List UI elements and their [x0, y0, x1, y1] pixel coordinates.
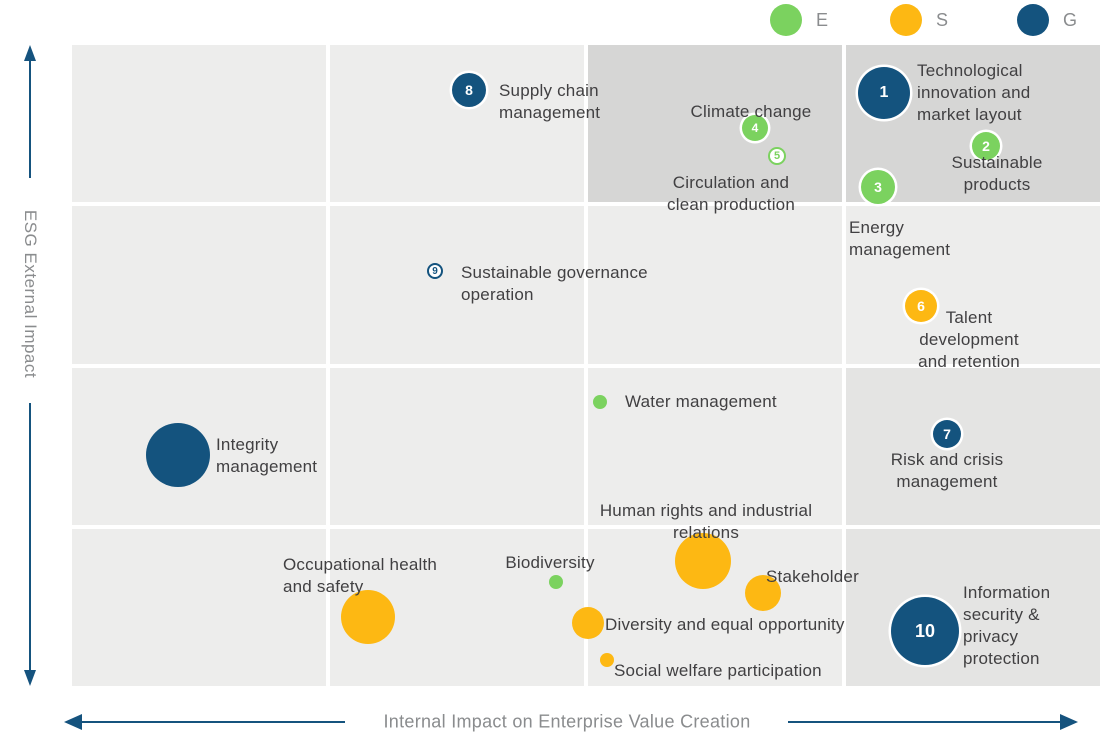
label-social-welfare-participation: Social welfare participation [614, 661, 822, 680]
label-occupational-health-and-safety: Occupational health and safety [283, 555, 438, 596]
label-human-rights-and-industrial-relations: Human rights and industrial relations [599, 501, 813, 542]
bubble-social-welfare-participation [600, 653, 614, 667]
bubble-climate-change: 4 [742, 115, 768, 141]
bubble-sustainable-products: 2 [972, 132, 1000, 160]
legend-dot-s-icon [890, 4, 922, 36]
legend-item-e: E [770, 4, 829, 36]
bubble-biodiversity [549, 575, 563, 589]
legend-item-s: S [890, 4, 949, 36]
label-integrity-management: Integrity management [216, 435, 318, 476]
label-energy-management: Energy management [849, 218, 951, 259]
label-information-security-privacy-protection: Information security & privacy protectio… [963, 583, 1051, 668]
grid-cell-light [72, 528, 326, 686]
grid-cell-mid [846, 528, 1100, 686]
label-water-management: Water management [625, 392, 777, 411]
grid-cell-light [588, 367, 842, 525]
grid-cell-light [846, 206, 1100, 364]
bubble-circulation-and-clean-production: 5 [768, 147, 786, 165]
legend-label-e: E [816, 9, 830, 30]
bubble-occupational-health-and-safety [341, 590, 395, 644]
bubble-risk-and-crisis-management: 7 [933, 420, 961, 448]
label-sustainable-products: Sustainable products [951, 153, 1043, 194]
legend-label-g: G [1063, 9, 1079, 30]
bubble-energy-management: 3 [861, 170, 895, 204]
grid-cell-light [330, 206, 584, 364]
grid-cell-light [72, 45, 326, 203]
bubble-information-security-privacy-protection: 10 [891, 597, 959, 665]
x-axis-label: Internal Impact on Enterprise Value Crea… [383, 711, 751, 732]
bubble-supply-chain-management: 8 [452, 73, 486, 107]
legend-label-s: S [936, 9, 950, 30]
label-biodiversity: Biodiversity [505, 553, 595, 572]
grid-cell-light [72, 206, 326, 364]
bubble-diversity-and-equal-opportunity [572, 607, 604, 639]
plot-area: 1 Technological innovation and market lay… [72, 45, 1100, 686]
label-supply-chain-management: Supply chain management [499, 81, 601, 122]
label-technological-innovation-market-layout: Technological innovation and market layo… [917, 61, 1031, 124]
bubble-stakeholder [745, 575, 781, 611]
grid-cell-light [330, 45, 584, 203]
y-axis-label: ESG External Impact [21, 209, 40, 379]
label-diversity-and-equal-opportunity: Diversity and equal opportunity [605, 615, 845, 634]
grid-cell-light [588, 206, 842, 364]
label-climate-change: Climate change [690, 102, 812, 121]
grid-cell-light [330, 367, 584, 525]
label-talent-development-and-retention: Talent development and retention [918, 308, 1020, 371]
bubble-human-rights-and-industrial-relations [675, 533, 731, 589]
bubble-talent-development-and-retention: 6 [905, 290, 937, 322]
legend-item-g: G [1017, 4, 1078, 36]
bubble-integrity-management [146, 423, 210, 487]
label-sustainable-governance-operation: Sustainable governance operation [461, 263, 648, 304]
label-risk-and-crisis-management: Risk and crisis management [890, 450, 1004, 491]
label-stakeholder: Stakeholder [766, 567, 859, 586]
grid-cell-mid [846, 367, 1100, 525]
legend-dot-e-icon [770, 4, 802, 36]
bubble-technological-innovation-market-layout: 1 [858, 67, 910, 119]
bubble-sustainable-governance-operation: 9 [427, 263, 443, 279]
label-circulation-and-clean-production: Circulation and clean production [667, 173, 795, 214]
legend-dot-g-icon [1017, 4, 1049, 36]
bubble-water-management [593, 395, 607, 409]
grid-cell-dark [588, 45, 842, 203]
